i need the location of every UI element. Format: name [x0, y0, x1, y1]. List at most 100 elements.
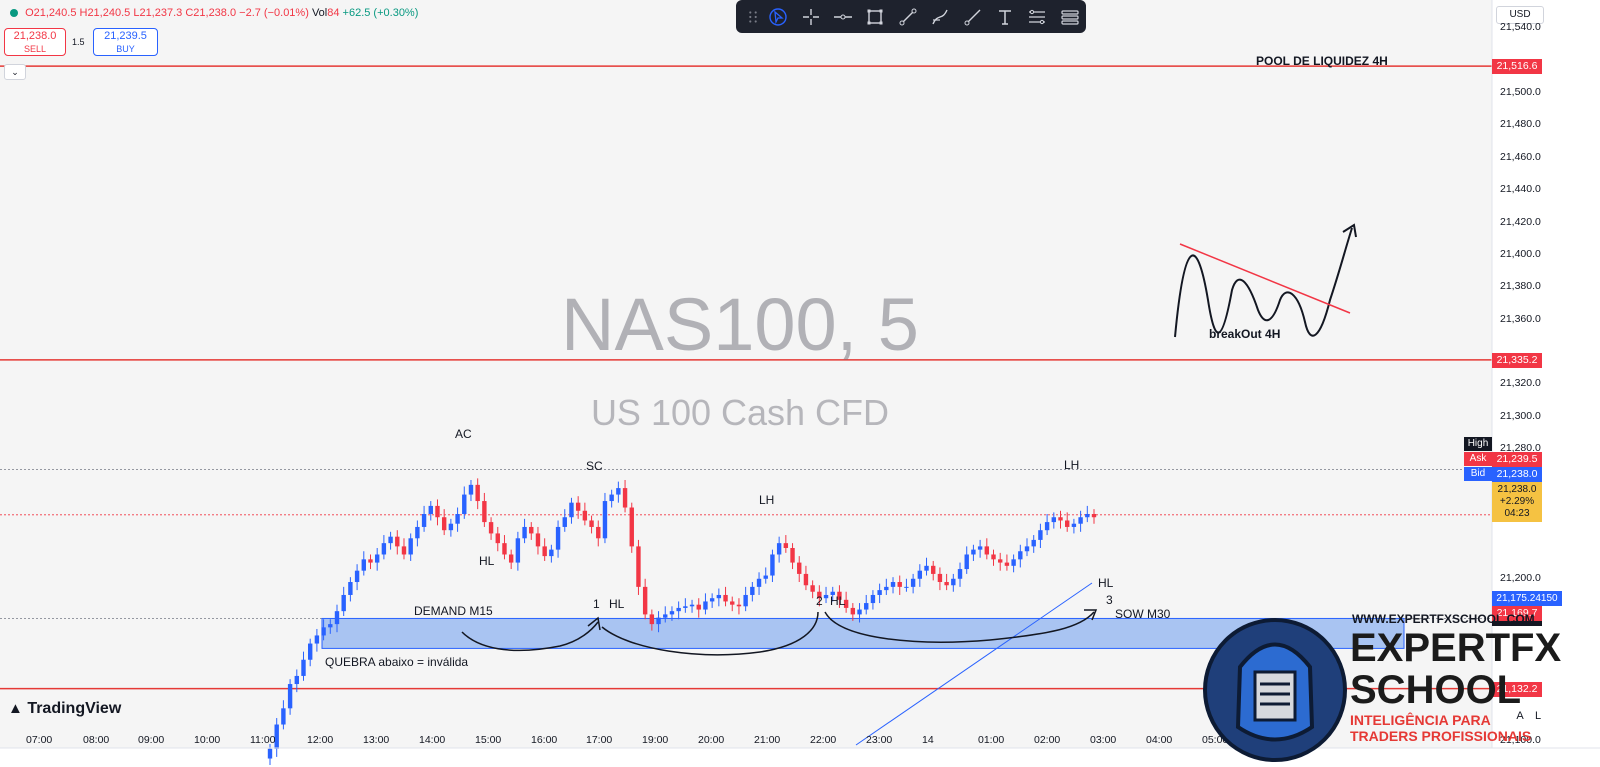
trend-line	[855, 582, 1093, 746]
buy-button[interactable]: 21,239.5 BUY	[93, 28, 158, 56]
candle-body	[810, 585, 815, 592]
candle-body	[1091, 514, 1097, 518]
candle-body	[756, 578, 762, 587]
tradingview-logo-icon: ▲	[8, 700, 23, 717]
ray-icon[interactable]	[956, 4, 988, 30]
curve-arrow-3	[824, 611, 1095, 643]
time-tick: 15:00	[475, 734, 502, 746]
candle-body	[823, 594, 829, 599]
crosshair-icon[interactable]	[794, 4, 826, 30]
candle-body	[931, 565, 936, 574]
candle-body	[508, 554, 514, 563]
school-name-line2: SCHOOL	[1350, 668, 1522, 712]
time-tick: 12:00	[307, 734, 334, 746]
candle-body	[837, 591, 842, 600]
sow-zone-label: SOW M30	[1115, 607, 1171, 621]
candle-body	[689, 604, 695, 607]
breakout-label: breakOut 4H	[1209, 327, 1281, 341]
candle-body	[904, 586, 909, 588]
candle-body	[770, 554, 775, 576]
candle-body	[555, 526, 561, 550]
candle-body	[1044, 522, 1050, 531]
candle-body	[408, 538, 413, 555]
price-tick: 21,300.0	[1500, 409, 1541, 422]
candle-body	[669, 611, 675, 615]
number-2-label: 2	[816, 594, 823, 608]
number-1-label: 1	[593, 597, 600, 611]
price-tag: 21,169.7	[1492, 606, 1542, 621]
candle-body	[924, 565, 929, 571]
candle-body	[663, 614, 668, 618]
candle-body	[281, 708, 286, 725]
candle-body	[743, 594, 748, 607]
time-tick: 21:00	[754, 734, 781, 746]
candle-body	[850, 607, 856, 615]
settings-icon[interactable]	[1054, 4, 1086, 30]
candle-body	[374, 554, 380, 563]
candle-body	[703, 601, 708, 610]
arrow-head-3	[1084, 609, 1098, 621]
candle-body	[696, 604, 701, 610]
candle-body	[488, 522, 494, 534]
candle-body	[381, 543, 387, 555]
candle-body	[401, 546, 407, 555]
candle-body	[803, 573, 809, 586]
collapse-legend-button[interactable]: ⌄	[4, 64, 26, 80]
drag-handle-icon[interactable]	[744, 4, 762, 30]
bar-countdown: 04:23	[1504, 508, 1530, 519]
cursor-icon[interactable]	[762, 4, 794, 30]
trend-line-icon[interactable]	[892, 4, 924, 30]
sell-button[interactable]: 21,238.0 SELL	[4, 28, 66, 56]
time-tick: 22:00	[810, 734, 837, 746]
candle-body	[884, 586, 889, 591]
time-tick: 23:00	[866, 734, 893, 746]
school-tagline-1: INTELIGÊNCIA PARA	[1350, 712, 1491, 728]
candle-body	[991, 554, 996, 560]
candle-body	[495, 533, 500, 544]
time-tick: 09:00	[138, 734, 165, 746]
tradingview-brand: TradingView	[27, 700, 122, 717]
school-website: WWW.EXPERTFXSCHOOL.COM	[1352, 612, 1535, 626]
price-tick: 21,320.0	[1500, 377, 1541, 390]
breakout-trendline	[1179, 243, 1351, 314]
text-icon[interactable]	[989, 4, 1021, 30]
price-tick: 21,400.0	[1500, 247, 1541, 260]
candle-body	[314, 635, 320, 644]
current-price-block: 21,238.0 +2.29% 04:23	[1492, 482, 1542, 522]
auto-scale-button[interactable]: A	[1516, 710, 1524, 722]
candle-body	[984, 546, 990, 555]
currency-selector[interactable]: USD	[1496, 6, 1544, 24]
path-icon[interactable]	[924, 4, 956, 30]
candle-body	[502, 543, 507, 555]
symbol-watermark: NAS100, 5	[561, 283, 919, 366]
horizontal-line-icon[interactable]	[827, 4, 859, 30]
ohlc-close: C21,238.0	[185, 7, 237, 19]
price-tick: 21,500.0	[1500, 85, 1541, 98]
price-tick: 21,200.0	[1500, 571, 1541, 584]
candle-body	[649, 614, 655, 625]
time-tick: 03:00	[1090, 734, 1117, 746]
log-scale-button[interactable]: L	[1534, 710, 1542, 722]
candle-body	[730, 601, 735, 605]
time-tick: 14	[922, 734, 934, 746]
buy-label: BUY	[116, 44, 135, 54]
fib-icon[interactable]	[1021, 4, 1053, 30]
candle-body	[334, 611, 340, 625]
candle-body	[636, 546, 641, 587]
tradingview-logo[interactable]: ▲ TradingView	[8, 700, 121, 718]
market-status-icon	[10, 9, 18, 18]
invalidation-label: QUEBRA abaixo = inválida	[325, 655, 469, 669]
candle-body	[549, 549, 554, 557]
candle-body	[897, 582, 902, 587]
candle-body	[797, 562, 802, 574]
candle-body	[616, 488, 621, 495]
candle-body	[482, 501, 487, 523]
price-tick: 21,420.0	[1500, 215, 1541, 228]
candle-body	[428, 505, 433, 514]
rectangle-icon[interactable]	[859, 4, 891, 30]
candle-body	[977, 546, 983, 550]
candle-body	[817, 591, 822, 599]
candle-body	[1004, 562, 1010, 566]
candle-body	[348, 582, 353, 595]
candle-body	[274, 724, 279, 749]
